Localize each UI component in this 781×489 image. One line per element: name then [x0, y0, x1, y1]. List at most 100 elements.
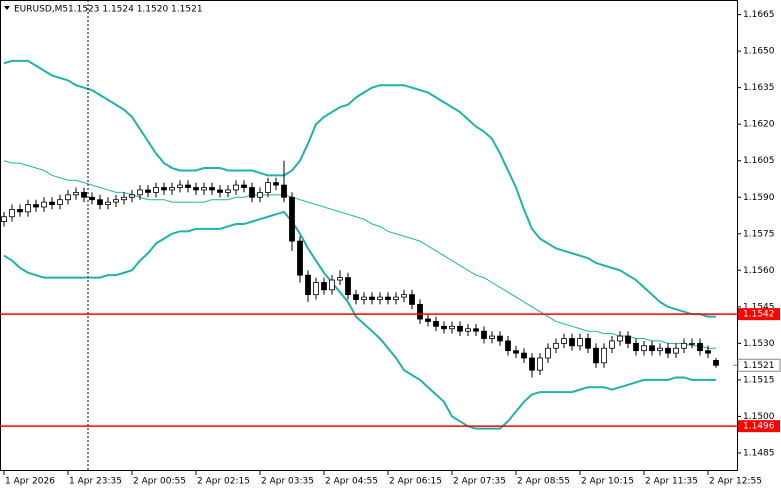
candle-body: [249, 187, 255, 198]
x-tick-label: 1 Apr 2026: [5, 477, 55, 487]
symbol: EURUSD,M5: [14, 5, 68, 15]
candle-body: [545, 347, 551, 359]
candle-body: [209, 187, 215, 191]
x-tick-label: 2 Apr 07:35: [453, 477, 506, 487]
candle-body: [697, 342, 703, 352]
candle-body: [585, 338, 591, 349]
candle-body: [361, 296, 367, 300]
candle-body: [9, 209, 15, 218]
candle-body: [145, 189, 151, 193]
y-tick-label: 1.1635: [743, 83, 775, 93]
candle-body: [345, 277, 351, 296]
candle-body: [321, 282, 327, 291]
candle-body: [465, 328, 471, 332]
band-middle: [3, 160, 716, 349]
candle-body: [353, 294, 359, 300]
candle-body: [41, 201, 47, 208]
candle-body: [337, 277, 343, 281]
candle-body: [89, 196, 95, 201]
candle-body: [497, 335, 503, 342]
candle-body: [433, 321, 439, 327]
candle-body: [297, 240, 303, 276]
y-tick-label: 1.1485: [743, 448, 775, 458]
candle-body: [713, 360, 719, 366]
candle-body: [161, 187, 167, 191]
candle-body: [609, 340, 615, 349]
price-level-label: 1.1496: [743, 422, 775, 432]
price-level-box: [738, 308, 780, 321]
candle-body: [241, 184, 247, 188]
candle-body: [177, 184, 183, 188]
y-tick-label: 1.1545: [743, 302, 775, 312]
candle-body: [377, 296, 383, 300]
candle-body: [705, 350, 711, 354]
candle-body: [489, 335, 495, 339]
candle-body: [673, 347, 679, 354]
candle-body: [153, 187, 159, 193]
candle-body: [65, 194, 71, 201]
candle-body: [113, 199, 119, 203]
candle-body: [401, 294, 407, 298]
price-level-label: 1.1542: [743, 310, 775, 320]
candle-body: [385, 296, 391, 300]
x-tick-label: 1 Apr 23:35: [69, 477, 122, 487]
candle-body: [529, 357, 535, 371]
candle-body: [305, 274, 311, 296]
candle-body: [513, 350, 519, 354]
price-level-box: [738, 420, 780, 433]
candle-body: [537, 357, 543, 371]
candle-body: [225, 189, 231, 193]
candle-body: [473, 328, 479, 332]
candle-body: [569, 338, 575, 347]
band-lower: [3, 210, 716, 430]
candle-body: [169, 187, 175, 191]
candle-body: [49, 201, 55, 205]
menu-arrow[interactable]: [4, 6, 10, 10]
candle-body: [97, 199, 103, 205]
candle-body: [217, 189, 223, 193]
candle-body: [313, 282, 319, 296]
ohlc-values: 1.1523 1.1524 1.1520 1.1521: [68, 5, 203, 15]
candle-body: [449, 325, 455, 330]
x-tick-label: 2 Apr 12:55: [709, 477, 762, 487]
candle-body: [681, 342, 687, 349]
candle-body: [601, 347, 607, 364]
candle-body: [273, 182, 279, 186]
x-tick-label: 2 Apr 00:55: [133, 477, 186, 487]
candle-body: [689, 342, 695, 345]
y-tick-label: 1.1620: [743, 120, 775, 130]
candle-body: [33, 204, 39, 208]
candle-body: [665, 347, 671, 354]
candle-body: [633, 342, 639, 352]
candle-body: [17, 209, 23, 213]
y-tick-label: 1.1530: [743, 339, 775, 349]
candle-body: [1, 216, 7, 223]
x-tick-label: 2 Apr 11:35: [645, 477, 698, 487]
candle-body: [625, 335, 631, 344]
candle-body: [409, 294, 415, 305]
candle-body: [73, 191, 79, 196]
plot-area: [1, 59, 719, 430]
y-tick-label: 1.1575: [743, 229, 775, 239]
x-tick-label: 2 Apr 04:55: [325, 477, 378, 487]
plot-frame: [0, 0, 738, 471]
y-tick-label: 1.1650: [743, 47, 775, 57]
candle-body: [553, 342, 559, 349]
candle-body: [577, 338, 583, 347]
candle-body: [393, 296, 399, 300]
candle-body: [641, 345, 647, 352]
band-upper: [3, 59, 716, 318]
candle-body: [57, 199, 63, 205]
x-tick-label: 2 Apr 03:35: [261, 477, 314, 487]
x-tick-label: 2 Apr 10:15: [581, 477, 634, 487]
candle-body: [257, 191, 263, 198]
candle-body: [457, 325, 463, 332]
candle-body: [425, 318, 431, 322]
candle-body: [417, 304, 423, 320]
candle-body: [617, 335, 623, 342]
candle-body: [185, 184, 191, 188]
candle-body: [193, 187, 199, 191]
y-tick-label: 1.1665: [743, 10, 775, 20]
candle-body: [505, 340, 511, 352]
